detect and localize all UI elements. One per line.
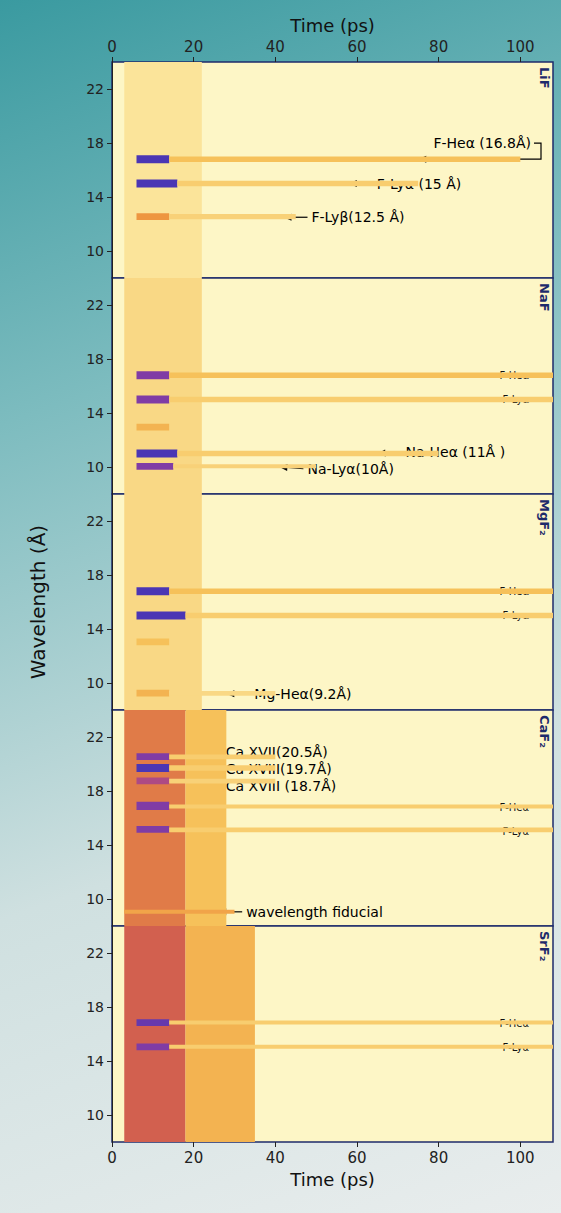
- svg-text:22: 22: [86, 945, 104, 961]
- svg-text:14: 14: [86, 621, 104, 637]
- svg-text:10: 10: [86, 891, 104, 907]
- svg-text:Na-Heα (11Å ): Na-Heα (11Å ): [405, 443, 506, 460]
- svg-text:100: 100: [506, 38, 535, 56]
- svg-text:18: 18: [86, 783, 104, 799]
- svg-text:10: 10: [86, 459, 104, 475]
- svg-text:F-Heα (16.8Å): F-Heα (16.8Å): [433, 135, 531, 151]
- svg-text:F-Lyβ(12.5 Å): F-Lyβ(12.5 Å): [312, 209, 405, 225]
- svg-text:10: 10: [86, 1107, 104, 1123]
- svg-text:80: 80: [429, 1149, 448, 1167]
- svg-text:14: 14: [86, 1053, 104, 1069]
- svg-text:CaF₂: CaF₂: [537, 715, 552, 748]
- svg-text:Mg-Heα(9.2Å): Mg-Heα(9.2Å): [254, 685, 352, 702]
- svg-text:0: 0: [107, 1149, 117, 1167]
- svg-text:Na-Lyα(10Å): Na-Lyα(10Å): [307, 461, 393, 477]
- svg-text:F-Lyα (15 Å): F-Lyα (15 Å): [376, 175, 462, 192]
- svg-text:60: 60: [347, 38, 366, 56]
- svg-text:10: 10: [86, 675, 104, 691]
- svg-text:20: 20: [184, 1149, 203, 1167]
- svg-text:14: 14: [86, 837, 104, 853]
- svg-text:14: 14: [86, 189, 104, 205]
- svg-text:10: 10: [86, 243, 104, 259]
- svg-text:80: 80: [429, 38, 448, 56]
- svg-text:F-Lyα: F-Lyα: [502, 610, 529, 621]
- svg-text:NaF: NaF: [537, 283, 552, 312]
- svg-text:Ca XVIII(19.7Å): Ca XVIII(19.7Å): [225, 761, 332, 777]
- svg-text:F-Heα: F-Heα: [499, 1017, 529, 1029]
- svg-text:0: 0: [107, 38, 117, 56]
- svg-text:18: 18: [86, 351, 104, 367]
- svg-text:18: 18: [86, 135, 104, 151]
- svg-text:LiF: LiF: [537, 67, 552, 89]
- svg-text:F-Heα: F-Heα: [499, 585, 529, 597]
- svg-text:18: 18: [86, 999, 104, 1015]
- svg-text:100: 100: [506, 1149, 535, 1167]
- svg-text:22: 22: [86, 729, 104, 745]
- svg-text:22: 22: [86, 513, 104, 529]
- svg-text:F-Heα: F-Heα: [499, 369, 529, 381]
- svg-text:Time (ps): Time (ps): [289, 1169, 375, 1190]
- svg-text:40: 40: [266, 38, 285, 56]
- svg-text:Ca XVIII (18.7Å): Ca XVIII (18.7Å): [225, 778, 337, 794]
- svg-text:Ca XVII(20.5Å): Ca XVII(20.5Å): [225, 744, 328, 760]
- svg-text:Wavelength (Å): Wavelength (Å): [26, 525, 50, 679]
- svg-text:SrF₂: SrF₂: [537, 931, 552, 961]
- svg-text:40: 40: [266, 1149, 285, 1167]
- svg-text:F-Heα: F-Heα: [499, 801, 529, 813]
- svg-text:20: 20: [184, 38, 203, 56]
- svg-text:18: 18: [86, 567, 104, 583]
- svg-text:22: 22: [86, 297, 104, 313]
- svg-text:14: 14: [86, 405, 104, 421]
- svg-text:F-Lyα: F-Lyα: [502, 1042, 529, 1053]
- svg-text:60: 60: [347, 1149, 366, 1167]
- svg-text:F-Lyα: F-Lyα: [502, 394, 529, 405]
- svg-text:MgF₂: MgF₂: [537, 499, 552, 536]
- svg-text:wavelength fiducial: wavelength fiducial: [246, 904, 383, 920]
- svg-text:22: 22: [86, 81, 104, 97]
- svg-text:Time (ps): Time (ps): [289, 15, 375, 36]
